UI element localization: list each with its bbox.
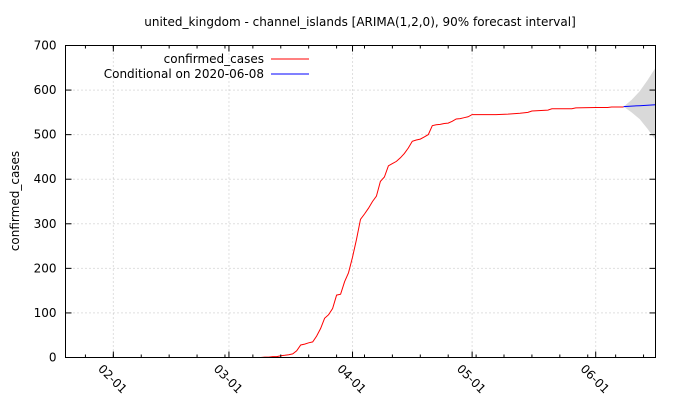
series-forecast-line xyxy=(623,104,656,108)
axes: 0 100 200 300 400 500 600 700 02-01 03-01 04-01 05-… xyxy=(34,39,656,397)
grid xyxy=(65,45,656,358)
x-tick-label: 02-01 xyxy=(95,362,130,397)
legend-label: confirmed_cases xyxy=(164,52,264,66)
series-confirmed-cases-line xyxy=(260,106,624,358)
y-tick-label: 300 xyxy=(34,217,57,231)
y-tick-label: 0 xyxy=(49,351,57,365)
forecast-interval-band xyxy=(623,67,656,140)
y-tick-label: 100 xyxy=(34,306,57,320)
y-tick-label: 700 xyxy=(34,39,57,53)
y-tick-label: 200 xyxy=(34,261,57,275)
x-tick-label: 06-01 xyxy=(578,362,613,397)
x-tick-label: 03-01 xyxy=(211,362,246,397)
plot-frame xyxy=(65,45,656,358)
series-layer xyxy=(260,104,656,358)
y-axis-label: confirmed_cases xyxy=(8,151,22,251)
x-tick-label: 05-01 xyxy=(454,362,489,397)
legend-label: Conditional on 2020-06-08 xyxy=(104,67,264,81)
chart-title: united_kingdom - channel_islands [ARIMA(… xyxy=(144,15,576,29)
y-tick-label: 400 xyxy=(34,172,57,186)
x-tick-label: 04-01 xyxy=(334,362,369,397)
y-tick-label: 500 xyxy=(34,128,57,142)
y-tick-label: 600 xyxy=(34,83,57,97)
forecast-band-layer xyxy=(623,67,656,140)
